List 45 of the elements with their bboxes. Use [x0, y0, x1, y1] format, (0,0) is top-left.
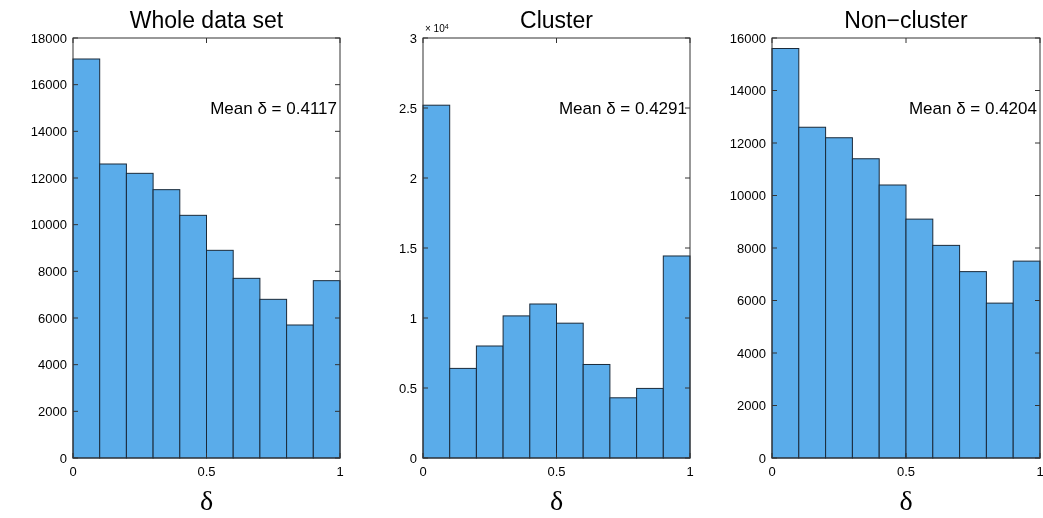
y-tick-label: 4000: [38, 357, 67, 373]
y-tick-label: 14000: [729, 83, 766, 99]
y-tick-label: 10000: [30, 217, 67, 233]
y-tick-label: 0: [758, 450, 766, 466]
y-tick-label: 0: [409, 450, 417, 466]
y-tick-label: 8000: [38, 263, 67, 279]
y-tick-label: 1: [409, 310, 417, 326]
y-tick-label: 6000: [38, 310, 67, 326]
y-tick-label: 1.5: [398, 240, 417, 256]
text: × 10$^{4}$: [425, 22, 449, 34]
chart-title: Cluster: [520, 7, 594, 33]
x-tick-label: 0.5: [896, 464, 916, 479]
x-axis-title: δ: [899, 485, 913, 516]
y-tick-label: 2.5: [398, 100, 417, 116]
x-tick-label: 1: [686, 464, 694, 479]
annotation: Mean δ = 0.4204: [908, 98, 1037, 118]
x-axis-title: δ: [199, 485, 214, 516]
y-tick-label: 0.5: [398, 380, 417, 396]
y-tick-label: 2000: [737, 398, 766, 414]
y-tick-label: 3: [409, 30, 417, 46]
x-tick-label: 0.5: [197, 464, 216, 479]
x-tick-label: 1: [336, 464, 344, 479]
y-tick-label: 16000: [729, 30, 766, 46]
y-tick-label: 2000: [38, 403, 67, 419]
x-tick-label: 0: [69, 464, 77, 479]
y-tick-label: 6000: [737, 293, 766, 309]
y-tick-label: 12000: [30, 170, 67, 186]
x-tick-label: 0: [419, 464, 427, 479]
y-tick-label: 14000: [30, 123, 67, 139]
y-tick-label: 8000: [737, 240, 766, 256]
x-tick-label: 0.5: [547, 464, 566, 479]
y-tick-label: 2: [409, 170, 417, 186]
x-tick-label: 0: [768, 464, 776, 479]
annotation: Mean δ = 0.4291: [558, 98, 687, 118]
y-tick-label: 16000: [30, 77, 67, 93]
y-tick-label: 0: [59, 450, 67, 466]
chart-title: Whole data set: [129, 7, 284, 33]
chart-title: Non−cluster: [844, 7, 969, 33]
y-tick-label: 4000: [737, 345, 766, 361]
x-tick-label: 1: [1036, 464, 1043, 479]
y-tick-label: 10000: [729, 188, 766, 204]
annotation: Mean δ = 0.4117: [210, 98, 337, 118]
y-tick-label: 12000: [729, 135, 766, 151]
x-axis-title: δ: [549, 485, 564, 516]
y-tick-label: 18000: [30, 30, 67, 46]
